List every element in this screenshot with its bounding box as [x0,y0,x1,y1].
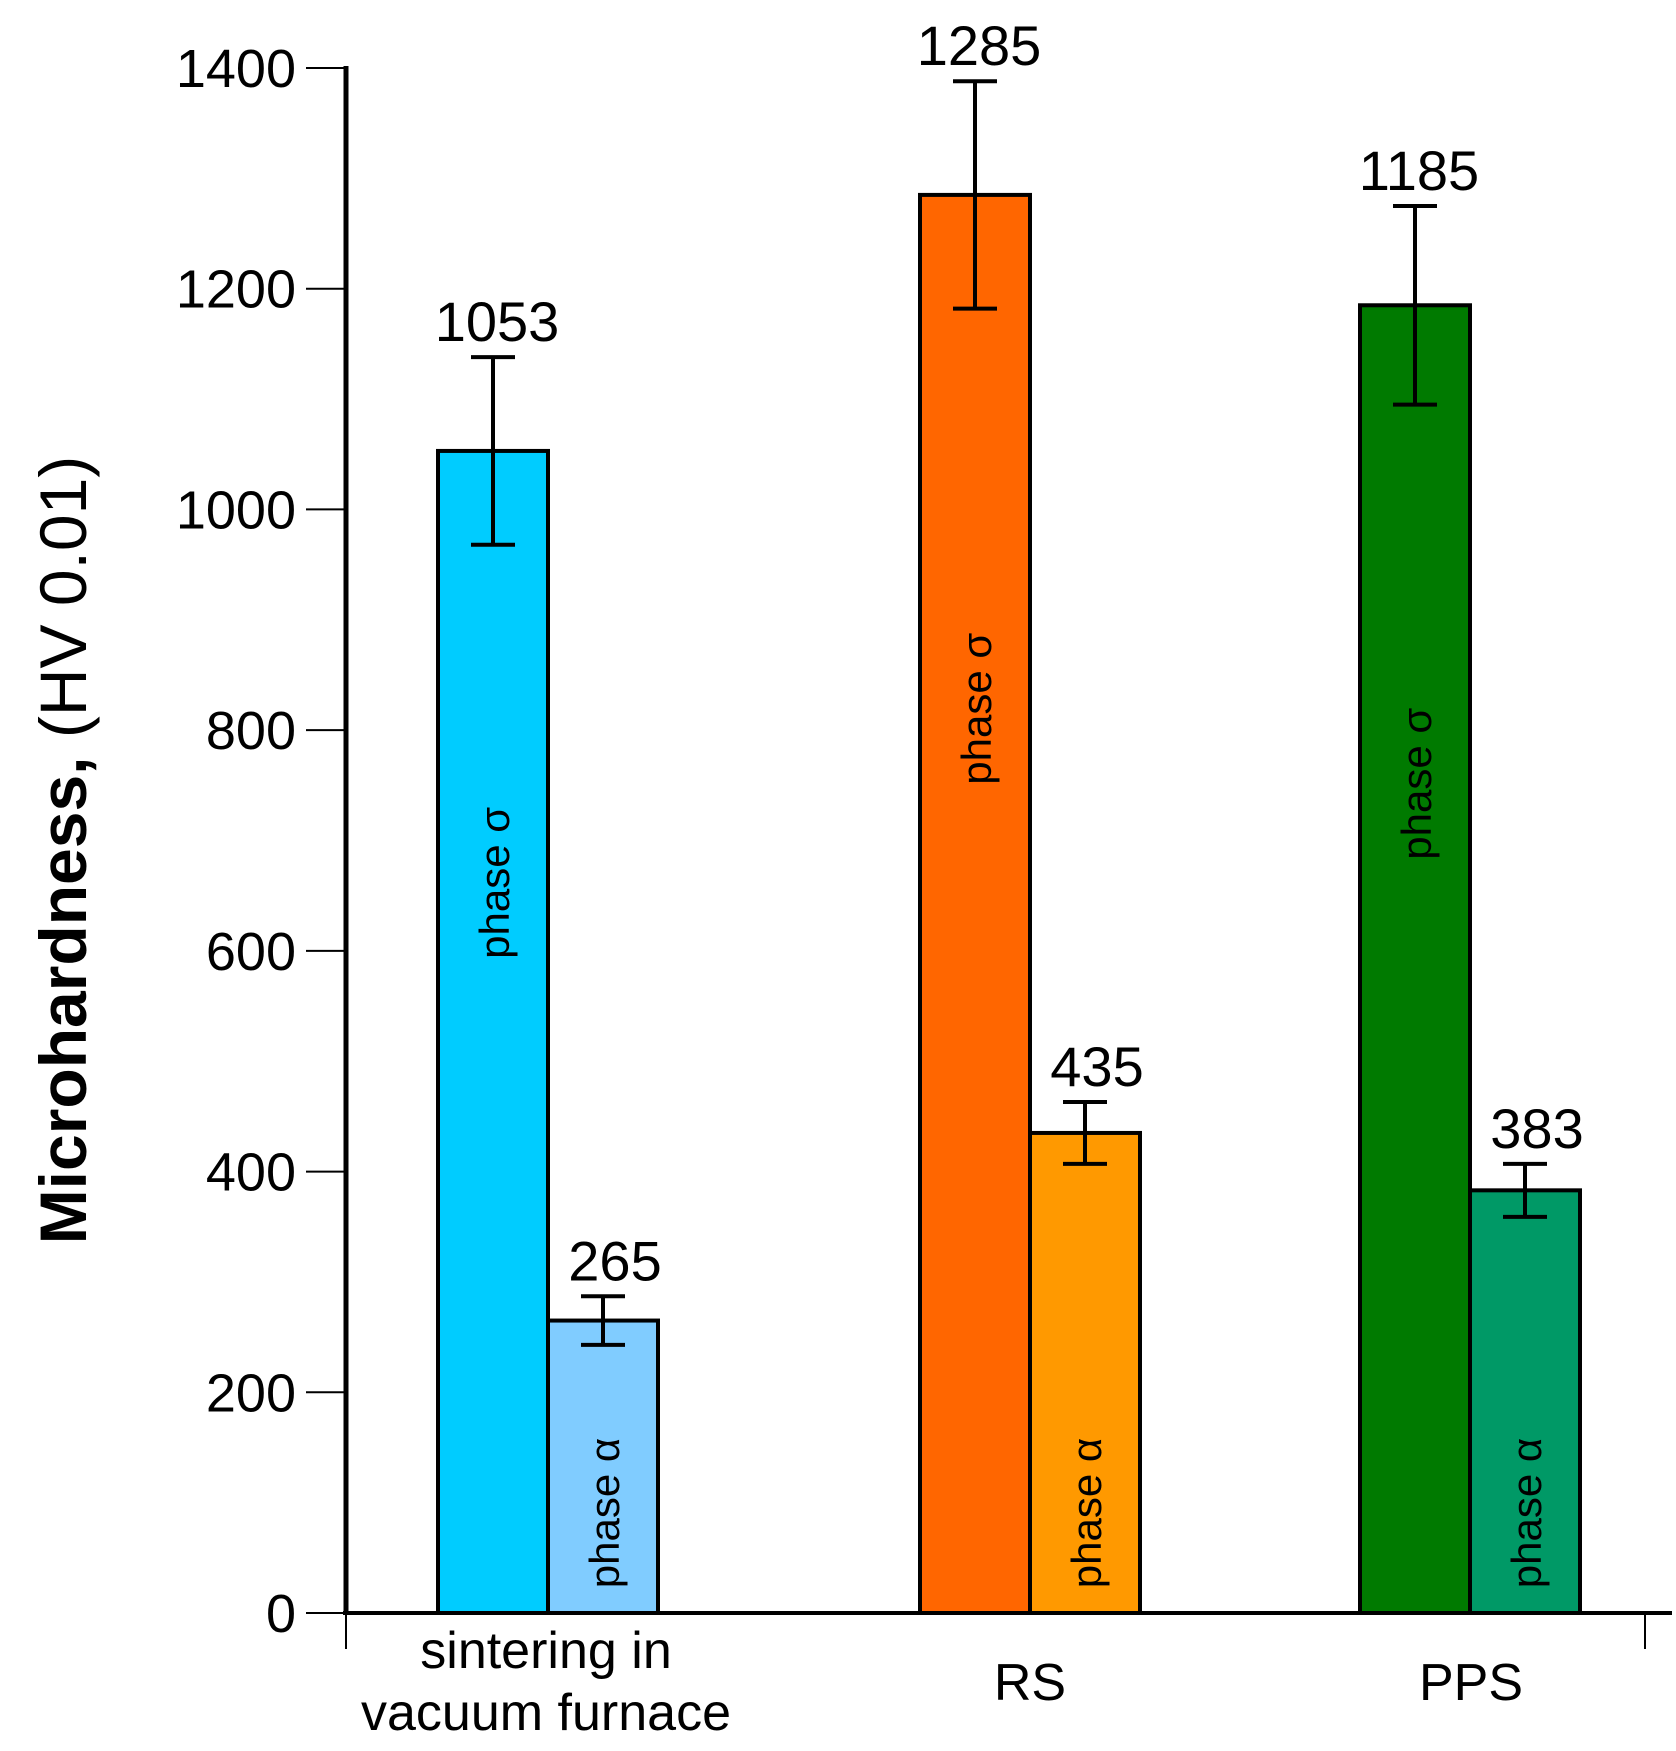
y-tick-label: 1400 [176,39,296,99]
y-axis-title-bold: Microhardness, [26,756,100,1244]
axes: 0 200 400 600 800 1000 1200 1400 Microhardness, … [26,39,1672,1649]
category-label: PPS [1419,1654,1523,1712]
category-label: sintering in [420,1622,671,1680]
y-tick-label: 1200 [176,260,296,320]
category-label: RS [994,1654,1066,1712]
category-label: vacuum furnace [361,1684,731,1742]
bar [546,1318,660,1616]
value-label: 1185 [1359,139,1479,202]
y-tick-label: 400 [206,1143,296,1203]
y-axis-title-units: (HV 0.01) [26,456,100,757]
value-label: 383 [1490,1097,1583,1160]
y-tick-label: 800 [206,701,296,761]
value-label: 1053 [435,290,560,353]
phase-label: phase σ [953,633,1000,785]
bar [1358,303,1472,1616]
value-label: 435 [1050,1035,1143,1098]
bar [436,448,550,1615]
value-label: 265 [568,1229,661,1292]
bar [918,192,1032,1615]
phase-label: phase α [1503,1438,1550,1588]
labels: 1053 phase σ 1285 phase σ 1185 phase σ 265 phas… [361,14,1584,1742]
bars [436,79,1582,1616]
y-axis-title: Microhardness, (HV 0.01) [26,456,100,1245]
phase-label: phase α [1063,1438,1110,1588]
y-tick-label: 600 [206,922,296,982]
y-tick-label: 1000 [176,480,296,540]
value-label: 1285 [917,14,1042,77]
phase-label: phase α [581,1438,628,1588]
phase-label: phase σ [471,807,518,959]
y-tick-label: 0 [266,1584,296,1644]
bar [1028,1130,1142,1615]
bar [1468,1188,1582,1615]
phase-label: phase σ [1393,708,1440,860]
y-tick-label: 200 [206,1363,296,1423]
